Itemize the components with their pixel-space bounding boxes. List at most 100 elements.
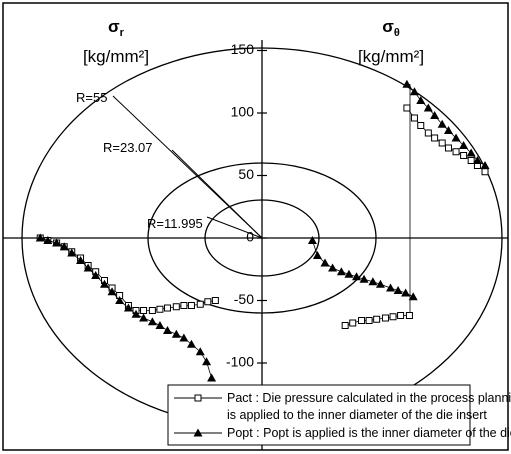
- triangle-marker: [202, 357, 212, 366]
- triangle-marker: [35, 233, 45, 242]
- square-marker: [381, 314, 389, 322]
- triangle-marker: [320, 258, 330, 267]
- radius-label: R=55: [76, 90, 107, 105]
- subscript: θ: [394, 27, 400, 39]
- left-unit: [kg/mm²]: [83, 47, 149, 66]
- triangle-marker: [307, 236, 317, 244]
- square-marker: [444, 144, 452, 152]
- square-marker: [481, 168, 489, 176]
- triangle-marker: [437, 119, 447, 128]
- radius-label: R=11.995: [147, 216, 203, 231]
- y-tick-label: -50: [234, 291, 254, 307]
- subscript: r: [120, 27, 125, 39]
- y-tick-label: -100: [226, 354, 254, 370]
- square-marker: [156, 305, 164, 313]
- right-unit: [kg/mm²]: [358, 47, 424, 66]
- triangle-marker: [139, 313, 149, 322]
- triangle-marker: [179, 333, 189, 342]
- triangle-marker: [43, 236, 53, 244]
- triangle-marker: [430, 111, 440, 119]
- square-marker: [349, 319, 357, 327]
- radius-line: [171, 149, 263, 239]
- triangle-marker: [186, 339, 196, 348]
- triangle-marker: [423, 103, 433, 112]
- triangle-marker: [472, 156, 482, 164]
- left-symbol: σr: [108, 17, 125, 39]
- triangle-marker: [171, 329, 181, 338]
- triangle-marker: [352, 272, 361, 281]
- triangle-marker: [359, 274, 369, 283]
- square-marker: [389, 313, 397, 321]
- triangle-marker: [91, 271, 101, 279]
- triangle-marker: [59, 242, 69, 251]
- square-marker: [187, 302, 195, 309]
- symbol: σ: [108, 17, 120, 36]
- square-marker: [373, 315, 381, 323]
- triangle-marker: [466, 148, 476, 157]
- square-marker: [431, 134, 439, 142]
- triangle-marker: [393, 286, 403, 294]
- triangle-marker: [328, 263, 338, 272]
- triangle-marker: [416, 96, 426, 104]
- square-marker: [405, 312, 413, 319]
- triangle-marker: [131, 309, 141, 318]
- triangle-marker: [155, 321, 165, 329]
- legend-marker: [193, 428, 203, 437]
- square-marker: [403, 104, 411, 112]
- triangle-marker: [207, 373, 217, 382]
- triangle-marker: [100, 279, 109, 288]
- square-marker: [358, 317, 366, 324]
- series: [35, 79, 490, 382]
- right-symbol: σθ: [382, 17, 400, 39]
- triangle-marker: [123, 303, 133, 312]
- square-marker: [460, 152, 468, 159]
- square-marker: [204, 298, 212, 306]
- legend-marker: [194, 394, 202, 402]
- triangle-marker: [115, 296, 125, 304]
- triangle-marker: [459, 141, 469, 149]
- triangle-marker: [408, 292, 418, 301]
- triangle-marker: [401, 288, 411, 297]
- triangle-marker: [368, 277, 378, 286]
- y-tick-label: 100: [231, 104, 255, 120]
- triangle-marker: [107, 287, 117, 296]
- square-marker: [164, 304, 171, 312]
- square-marker: [180, 302, 188, 309]
- square-marker: [424, 129, 432, 137]
- legend-label: Popt : Popt is applied is the inner diam…: [227, 426, 511, 440]
- square-marker: [397, 312, 405, 319]
- triangle-marker: [67, 248, 77, 257]
- triangle-marker: [336, 267, 346, 276]
- square-marker: [467, 157, 475, 164]
- square-marker: [172, 303, 180, 311]
- square-marker: [211, 297, 219, 304]
- y-tick-label: 150: [231, 41, 255, 57]
- square-marker: [341, 322, 349, 329]
- square-marker: [365, 317, 373, 324]
- y-tick-label: 50: [238, 166, 254, 182]
- square-marker: [148, 307, 156, 314]
- y-tick-label: 0: [246, 229, 254, 245]
- triangle-marker: [409, 87, 419, 96]
- triangle-marker: [402, 79, 412, 88]
- triangle-marker: [443, 126, 453, 134]
- triangle-marker: [83, 263, 93, 272]
- triangle-marker: [480, 161, 490, 169]
- triangle-marker: [163, 326, 172, 334]
- legend: Pact : Die pressure calculated in the pr…: [167, 384, 511, 446]
- square-marker: [452, 148, 460, 156]
- radius-line: [206, 216, 263, 239]
- legend-box: [167, 384, 471, 446]
- radius-label: R=23.07: [103, 140, 153, 155]
- legend-label: is applied to the inner diameter of the …: [227, 408, 487, 422]
- triangle-marker: [375, 279, 385, 288]
- triangle-marker: [52, 238, 62, 247]
- triangle-marker: [344, 269, 354, 278]
- square-marker: [196, 300, 204, 308]
- triangle-marker: [451, 133, 461, 142]
- legend-label: Pact : Die pressure calculated in the pr…: [227, 391, 511, 405]
- triangle-marker: [312, 251, 322, 259]
- square-marker: [140, 307, 148, 314]
